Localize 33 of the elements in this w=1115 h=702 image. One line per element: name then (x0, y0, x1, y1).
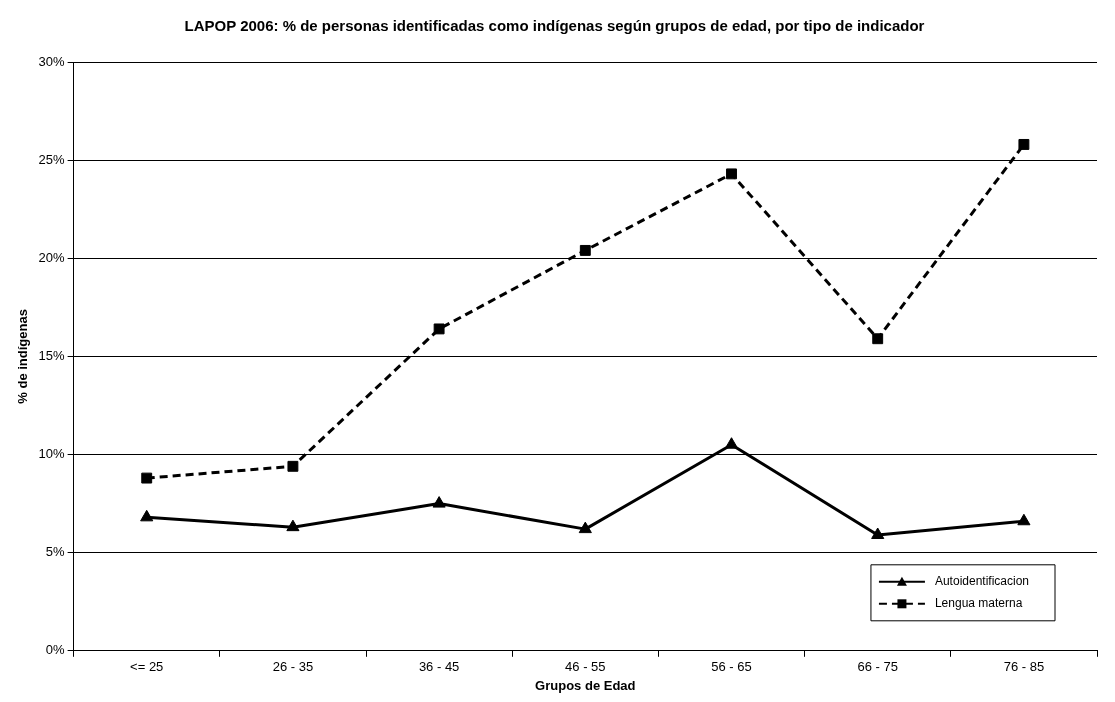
point (287, 460, 299, 472)
point (433, 323, 445, 335)
point (578, 521, 592, 534)
x-tick-label: 56 - 65 (711, 659, 752, 675)
x-tick-label: 76 - 85 (1003, 659, 1045, 675)
point (871, 527, 885, 539)
point (724, 437, 739, 449)
chart-title: LAPOP 2006: % de personas identificadas como indígenas según grupos de edad, por tipo de indicador (184, 17, 925, 35)
x-axis-title: Grupos de Edad (535, 677, 636, 693)
point (872, 333, 884, 345)
x-tick-label: 66 - 75 (857, 659, 898, 675)
x-tick-label: 26 - 35 (272, 659, 314, 675)
y-tick-label: 15% (38, 347, 66, 363)
point (579, 244, 591, 256)
point (726, 168, 737, 180)
y-axis-title: % de indígenas (15, 309, 31, 404)
y-tick-label: 30% (38, 53, 66, 69)
x-tick-label: 36 - 45 (418, 659, 460, 675)
point (1017, 513, 1031, 526)
point (1018, 138, 1030, 150)
point (286, 519, 300, 532)
x-tick-label: 46 - 55 (565, 659, 606, 675)
legend-label: Autoidentificacion (934, 574, 1029, 589)
point (432, 496, 446, 508)
y-tick-label: 10% (38, 446, 66, 462)
y-tick-label: 0% (45, 642, 66, 658)
point (140, 509, 154, 522)
y-tick-label: 20% (38, 249, 66, 265)
y-tick-label: 5% (45, 544, 66, 560)
point (141, 472, 153, 484)
y-tick-label: 25% (38, 151, 66, 167)
x-tick-label: <= 25 (130, 659, 164, 675)
legend-label: Lengua materna (934, 596, 1023, 611)
